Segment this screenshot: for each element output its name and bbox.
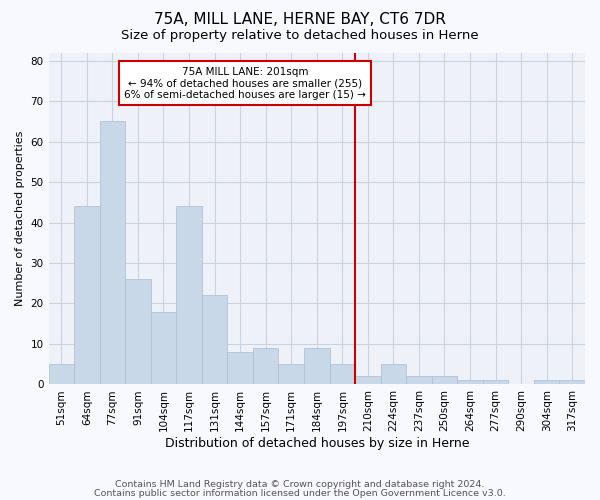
Y-axis label: Number of detached properties: Number of detached properties <box>15 131 25 306</box>
Bar <box>151 312 176 384</box>
Bar <box>227 352 253 384</box>
Bar <box>457 380 483 384</box>
Bar <box>483 380 508 384</box>
Bar <box>74 206 100 384</box>
Text: Size of property relative to detached houses in Herne: Size of property relative to detached ho… <box>121 29 479 42</box>
Bar <box>406 376 432 384</box>
X-axis label: Distribution of detached houses by size in Herne: Distribution of detached houses by size … <box>164 437 469 450</box>
Text: 75A, MILL LANE, HERNE BAY, CT6 7DR: 75A, MILL LANE, HERNE BAY, CT6 7DR <box>154 12 446 28</box>
Bar <box>125 279 151 384</box>
Bar <box>534 380 559 384</box>
Bar <box>176 206 202 384</box>
Bar <box>355 376 380 384</box>
Bar <box>559 380 585 384</box>
Bar <box>49 364 74 384</box>
Text: Contains public sector information licensed under the Open Government Licence v3: Contains public sector information licen… <box>94 489 506 498</box>
Bar <box>202 296 227 384</box>
Text: 75A MILL LANE: 201sqm
← 94% of detached houses are smaller (255)
6% of semi-deta: 75A MILL LANE: 201sqm ← 94% of detached … <box>124 66 366 100</box>
Text: Contains HM Land Registry data © Crown copyright and database right 2024.: Contains HM Land Registry data © Crown c… <box>115 480 485 489</box>
Bar <box>304 348 329 385</box>
Bar <box>100 122 125 384</box>
Bar <box>380 364 406 384</box>
Bar <box>278 364 304 384</box>
Bar <box>432 376 457 384</box>
Bar <box>253 348 278 385</box>
Bar <box>329 364 355 384</box>
